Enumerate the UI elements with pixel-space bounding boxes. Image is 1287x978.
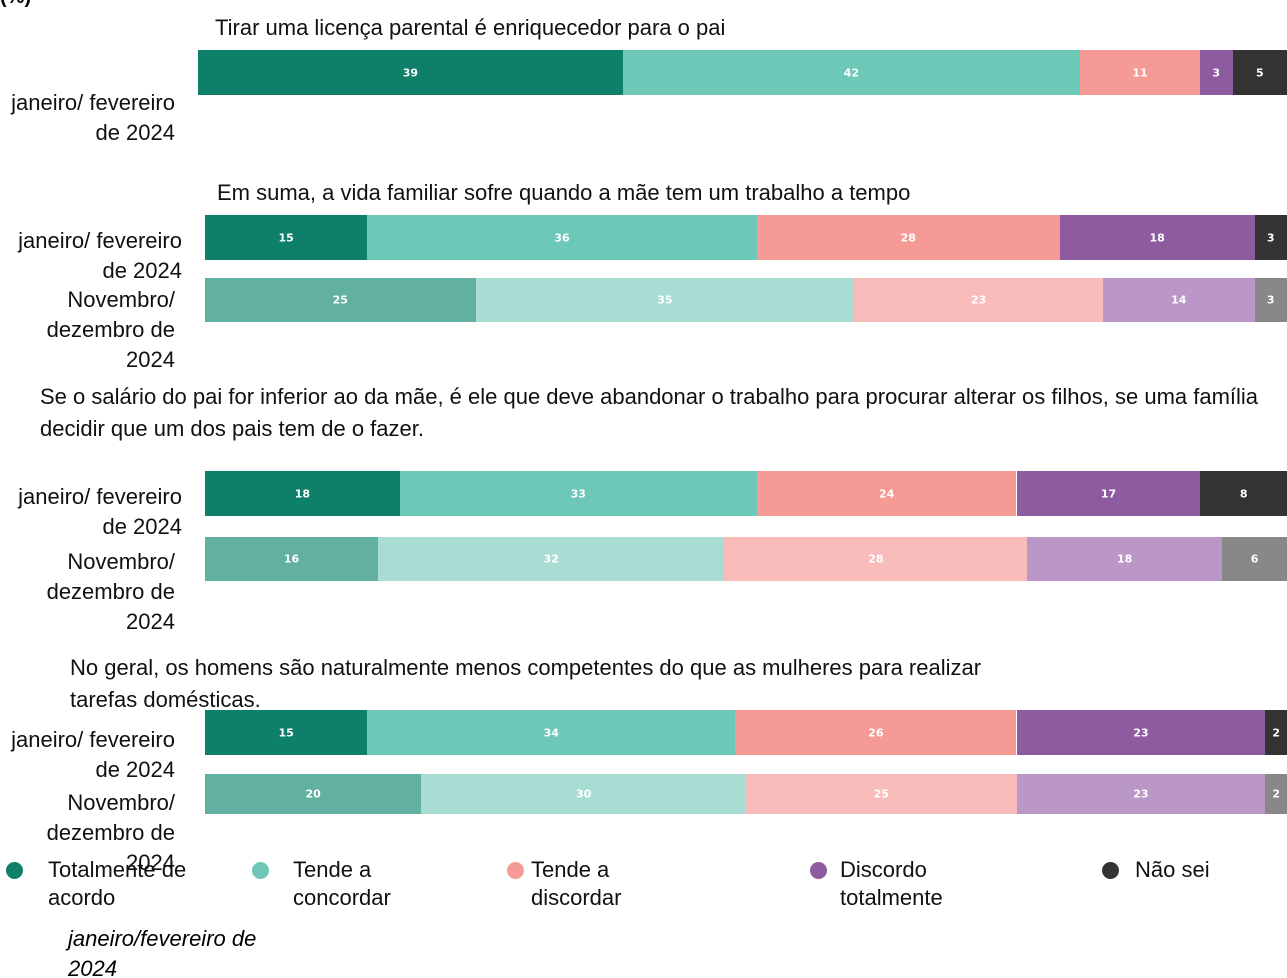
legend-label: Não sei <box>1135 857 1210 882</box>
bar-segment: 23 <box>1016 710 1266 755</box>
bar-segment: 11 <box>1080 50 1200 95</box>
bar-segment: 17 <box>1016 471 1201 516</box>
value-label: 11 <box>1132 66 1148 79</box>
value-label: 18 <box>1149 231 1165 244</box>
legend-marker <box>1102 862 1119 879</box>
category-label: Novembro/ dezembro de 2024 <box>46 549 175 634</box>
bar-segment: 35 <box>475 278 855 322</box>
bar-segment: 18 <box>205 471 400 516</box>
value-label: 3 <box>1266 231 1275 244</box>
value-label: 39 <box>402 66 418 79</box>
value-label: 35 <box>657 293 673 307</box>
value-label: 25 <box>873 787 889 801</box>
value-label: 26 <box>868 726 884 739</box>
bar-segment: 30 <box>421 774 746 814</box>
value-label: 18 <box>294 487 311 500</box>
bar-segment: 23 <box>1016 774 1266 814</box>
value-label: 16 <box>283 552 300 566</box>
legend-label: Discordo totalmente <box>840 857 943 910</box>
value-label: 6 <box>1250 552 1259 566</box>
bar-segment: 16 <box>205 537 379 581</box>
category-label: janeiro/ fevereiro de 2024 <box>18 484 182 539</box>
value-label: 2 <box>1272 787 1280 801</box>
value-label: 3 <box>1266 293 1275 307</box>
bar-segment: 25 <box>746 774 1017 814</box>
value-label: 3 <box>1212 66 1221 79</box>
bar-segment: 8 <box>1200 471 1287 516</box>
value-label: 24 <box>878 487 895 500</box>
bar-segment: 28 <box>756 215 1060 260</box>
value-label: 25 <box>332 293 348 307</box>
bar-segment: 3 <box>1199 50 1233 95</box>
panel-title: Se o salário do pai for inferior ao da m… <box>40 384 1259 441</box>
bar-segment: 20 <box>205 774 422 814</box>
bar-segment: 25 <box>205 278 476 322</box>
bar-segment: 14 <box>1103 278 1255 322</box>
value-label: 32 <box>543 552 559 566</box>
bar-segment: 2 <box>1265 710 1287 755</box>
bar-segment: 39 <box>198 50 623 95</box>
bar-segment: 5 <box>1232 50 1287 95</box>
value-label: 33 <box>570 487 586 500</box>
bar-segment: 18 <box>1027 537 1223 581</box>
value-label: 17 <box>1100 487 1117 500</box>
category-label: janeiro/ fevereiro de 2024 <box>18 228 182 283</box>
bar-segment: 2 <box>1265 774 1287 814</box>
value-label: 28 <box>900 231 916 244</box>
panel-title: Tirar uma licença parental é enriquecedo… <box>215 15 726 40</box>
value-label: 42 <box>843 66 860 79</box>
legend-marker <box>252 862 269 879</box>
legend-note: janeiro/fevereiro de 2024 <box>68 926 257 978</box>
category-label: janeiro/ fevereiro de 2024 <box>11 90 175 145</box>
category-label: Novembro/ dezembro de 2024 <box>46 287 175 372</box>
value-label: 20 <box>305 787 321 801</box>
bar-segment: 6 <box>1222 537 1287 581</box>
value-label: 15 <box>278 231 294 244</box>
legend-label: Tende a concordar <box>293 857 391 910</box>
legend-label: Tende a discordar <box>531 857 622 910</box>
bar-segment: 28 <box>724 537 1028 581</box>
bar-segment: 15 <box>205 710 368 755</box>
bar-segment: 15 <box>205 215 368 260</box>
legend-marker <box>810 862 827 879</box>
value-label: 8 <box>1239 487 1248 500</box>
bar-segment: 34 <box>367 710 736 755</box>
value-label: 23 <box>970 293 987 307</box>
value-label: 14 <box>1171 293 1187 307</box>
value-label: 34 <box>543 726 559 739</box>
bar-segment: 32 <box>378 537 725 581</box>
legend-marker <box>6 862 23 879</box>
bar-segment: 42 <box>622 50 1081 95</box>
value-label: 5 <box>1255 66 1264 79</box>
value-label: 2 <box>1272 726 1280 739</box>
value-label: 23 <box>1133 787 1149 801</box>
bar-segment: 23 <box>854 278 1104 322</box>
category-label: Novembro/ dezembro de 2024 <box>46 790 175 875</box>
value-label: 30 <box>576 787 592 801</box>
bar-segment: 26 <box>735 710 1017 755</box>
value-label: 23 <box>1133 726 1149 739</box>
bar-segment: 36 <box>367 215 757 260</box>
panel-title: No geral, os homens são naturalmente men… <box>70 655 982 712</box>
value-label: 18 <box>1117 552 1133 566</box>
value-label: 28 <box>868 552 884 566</box>
legend-label: Totalmente de acordo <box>48 857 187 910</box>
bar-segment: 18 <box>1059 215 1255 260</box>
value-label: 15 <box>278 726 294 739</box>
category-label: janeiro/ fevereiro de 2024 <box>11 727 175 782</box>
bar-segment: 33 <box>399 471 757 516</box>
unit-label: (%) <box>0 0 31 9</box>
bar-segment: 24 <box>756 471 1017 516</box>
value-label: 36 <box>554 231 570 244</box>
bar-segment: 3 <box>1254 215 1287 260</box>
legend-marker <box>507 862 524 879</box>
bar-segment: 3 <box>1254 278 1287 322</box>
